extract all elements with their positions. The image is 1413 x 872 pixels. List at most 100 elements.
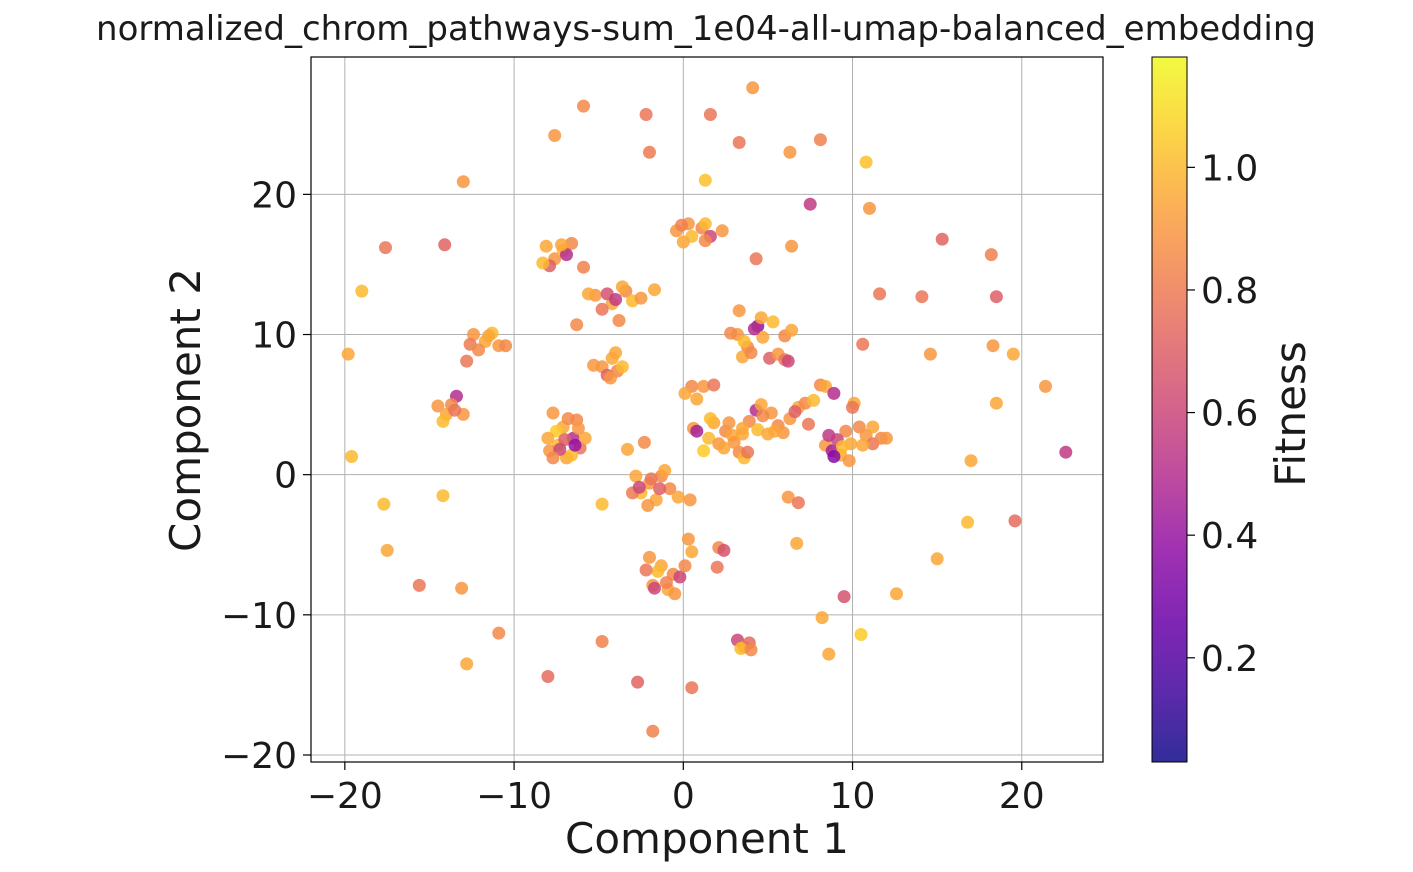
scatter-point-164: [710, 560, 724, 574]
scatter-point-45: [631, 675, 645, 689]
scatter-point-195: [766, 315, 780, 329]
x-tick-label-1: −10: [476, 776, 552, 817]
scatter-point-246: [835, 440, 849, 454]
scatter-point-107: [609, 346, 623, 360]
scatter-point-207: [747, 322, 761, 336]
scatter-point-106: [587, 358, 601, 372]
scatter-point-34: [964, 454, 978, 468]
scatter-point-109: [431, 399, 445, 413]
scatter-point-18: [355, 284, 369, 298]
scatter-point-52: [837, 590, 851, 604]
scatter-point-132: [546, 451, 560, 465]
scatter-point-202: [785, 323, 799, 337]
scatter-point-172: [678, 386, 692, 400]
scatter-point-144: [683, 493, 697, 507]
colorbar-tick-label-3: 0.8: [1201, 271, 1258, 312]
scatter-point-60: [621, 442, 634, 456]
scatter-point-245: [856, 438, 870, 452]
scatter-point-12: [803, 197, 817, 211]
scatter-point-26: [341, 347, 355, 361]
scatter-point-89: [715, 224, 729, 238]
scatter-point-206: [732, 304, 746, 318]
grid: [311, 57, 1103, 762]
scatter-point-247: [822, 428, 836, 442]
scatter-point-179: [702, 431, 716, 445]
x-tick-label-2: 0: [672, 776, 695, 817]
scatter-point-116: [546, 406, 560, 420]
colorbar: [1151, 56, 1188, 763]
scatter-point-65: [565, 236, 579, 250]
scatter-point-39: [412, 578, 426, 592]
scatter-point-141: [671, 490, 685, 504]
scatter-point-62: [539, 239, 553, 253]
scatter-point-69: [536, 256, 550, 270]
scatter-points: [341, 81, 1073, 738]
scatter-point-92: [467, 328, 480, 341]
scatter-point-223: [827, 386, 841, 400]
scatter-point-56: [595, 497, 609, 511]
scatter-point-186: [717, 441, 731, 455]
scatter-point-113: [436, 414, 450, 428]
scatter-point-37: [436, 489, 450, 503]
scatter-point-200: [756, 330, 770, 344]
scatter-point-54: [822, 647, 836, 661]
scatter-point-171: [697, 379, 711, 393]
scatter-point-49: [1008, 514, 1022, 528]
scatter-point-244: [827, 450, 841, 463]
scatter-point-133: [568, 438, 582, 452]
scatter-point-57: [781, 490, 795, 504]
scatter-point-10: [456, 175, 470, 189]
colorbar-ticks: 0.2 0.4 0.6 0.8 1.0: [1187, 148, 1258, 680]
colorbar-tick-label-2: 0.6: [1201, 394, 1258, 435]
scatter-point-11: [698, 173, 712, 187]
scatter-point-44: [595, 635, 609, 648]
scatter-point-213: [751, 423, 765, 437]
scatter-point-9: [859, 155, 873, 169]
scatter-point-88: [698, 217, 712, 231]
scatter-point-3: [703, 108, 717, 121]
scatter-point-48: [961, 515, 975, 529]
scatter-point-220: [807, 393, 821, 407]
scatter-point-227: [736, 421, 749, 435]
scatter-point-36: [377, 497, 391, 511]
scatter-point-29: [986, 339, 1000, 353]
scatter-point-232: [842, 454, 856, 468]
scatter-point-189: [722, 416, 736, 430]
scatter-point-25: [785, 239, 799, 253]
scatter-point-115: [448, 403, 462, 417]
scatter-point-233: [839, 424, 853, 438]
scatter-point-187: [741, 445, 755, 459]
x-tick-label-0: −20: [307, 776, 383, 817]
scatter-point-243: [879, 431, 893, 445]
scatter-point-126: [578, 431, 592, 445]
scatter-point-239: [866, 420, 880, 434]
scatter-point-131: [571, 421, 585, 435]
scatter-point-176: [690, 424, 704, 438]
scatter-point-210: [754, 398, 768, 412]
scatter-point-174: [707, 378, 721, 392]
scatter-point-13: [863, 201, 876, 215]
colorbar-tick-label-1: 0.4: [1201, 516, 1258, 557]
y-tick-label-3: 10: [251, 316, 297, 357]
scatter-point-5: [732, 136, 746, 149]
scatter-point-204: [781, 354, 795, 368]
scatter-point-140: [641, 499, 655, 512]
scatter-point-17: [984, 248, 998, 262]
colorbar-tick-label-4: 1.0: [1201, 148, 1258, 189]
scatter-point-51: [890, 587, 903, 601]
scatter-point-68: [555, 238, 568, 252]
scatter-point-156: [639, 563, 653, 577]
y-axis-label: Component 2: [161, 268, 210, 552]
scatter-point-43: [541, 670, 555, 683]
colorbar-label: Fitness: [1266, 341, 1315, 486]
scatter-point-100: [482, 329, 496, 343]
scatter-point-20: [915, 290, 929, 304]
scatter-point-205: [724, 326, 738, 340]
scatter-point-75: [634, 291, 648, 305]
scatter-point-40: [455, 581, 469, 595]
scatter-point-80: [609, 293, 623, 306]
scatter-point-6: [813, 133, 827, 147]
scatter-point-134: [629, 469, 643, 483]
scatter-point-161: [685, 545, 699, 559]
scatter-point-125: [561, 412, 575, 426]
